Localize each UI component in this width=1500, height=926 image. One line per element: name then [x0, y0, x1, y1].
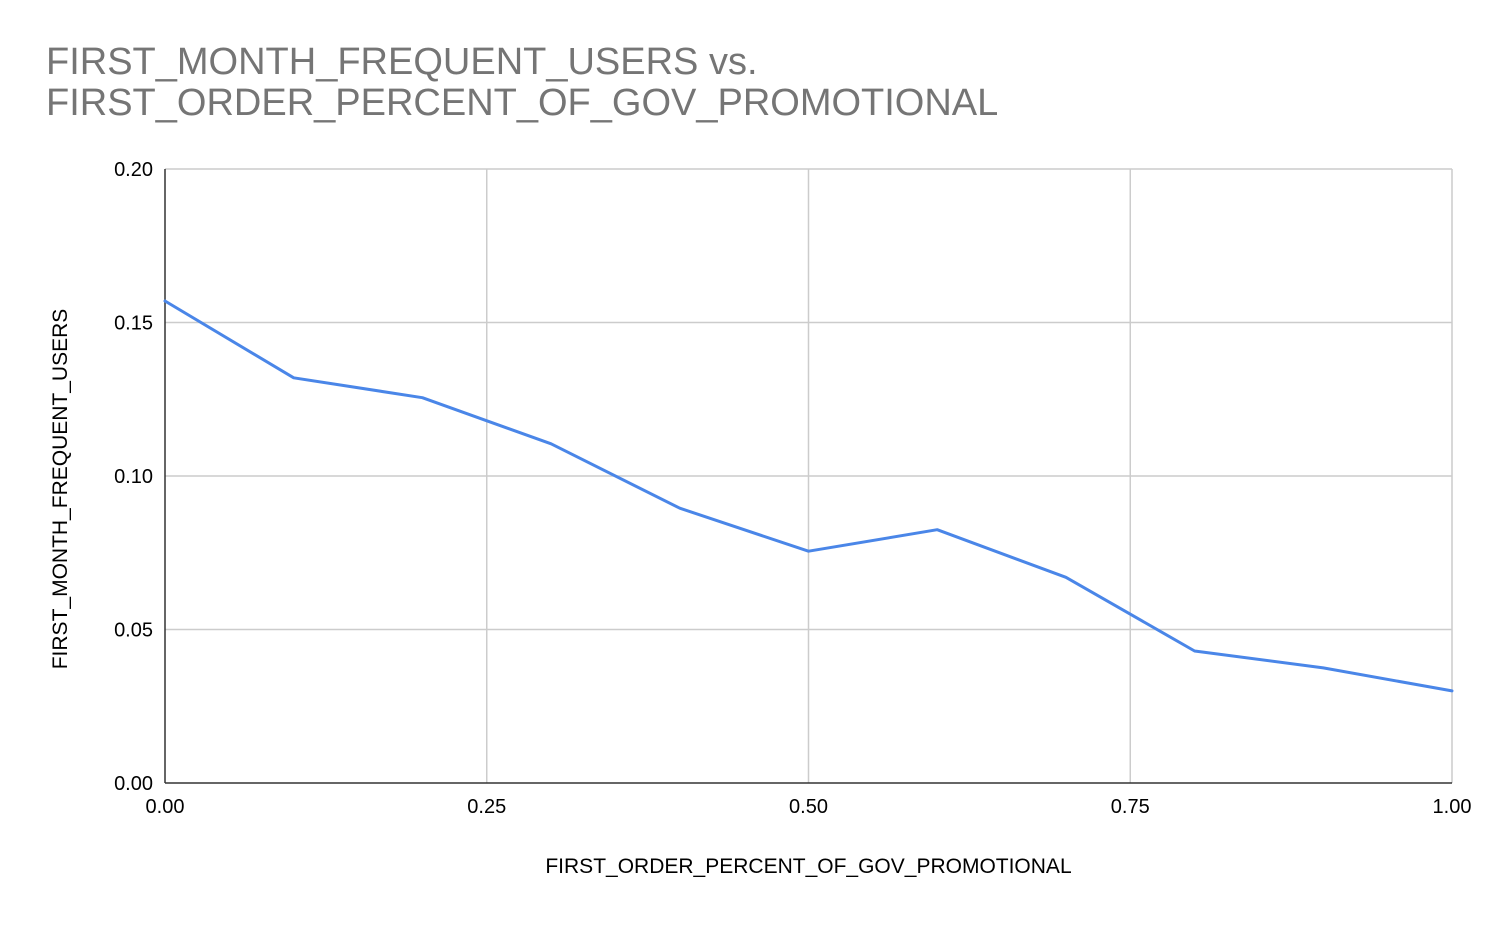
x-tick-label: 0.75: [1111, 796, 1150, 818]
chart-series: [163, 299, 1454, 693]
y-axis-title: FIRST_MONTH_FREQUENT_USERS: [49, 309, 72, 670]
y-tick-label: 0.15: [114, 313, 153, 335]
x-tick-label: 0.50: [789, 796, 828, 818]
x-tick-label: 1.00: [1433, 796, 1472, 818]
y-axis-tick-labels: 0.00 0.05 0.10 0.15 0.20: [114, 159, 153, 795]
x-axis-title: FIRST_ORDER_PERCENT_OF_GOV_PROMOTIONAL: [545, 855, 1071, 878]
x-tick-label: 0.25: [467, 796, 506, 818]
chart-axes: [164, 169, 1452, 784]
x-tick-label: 0.00: [146, 796, 185, 818]
chart-title-line-1: FIRST_MONTH_FREQUENT_USERS vs.: [46, 41, 758, 83]
x-axis-tick-labels: 0.00 0.25 0.50 0.75 1.00: [146, 796, 1472, 818]
y-tick-label: 0.00: [114, 773, 153, 795]
y-tick-label: 0.10: [114, 466, 153, 488]
chart-title: FIRST_MONTH_FREQUENT_USERS vs. FIRST_ORD…: [46, 42, 1446, 124]
series-line: [163, 299, 1454, 693]
y-tick-label: 0.20: [114, 159, 153, 181]
chart-gridlines: [165, 168, 1453, 783]
chart-title-line-2: FIRST_ORDER_PERCENT_OF_GOV_PROMOTIONAL: [46, 82, 999, 124]
y-tick-label: 0.05: [114, 620, 153, 642]
